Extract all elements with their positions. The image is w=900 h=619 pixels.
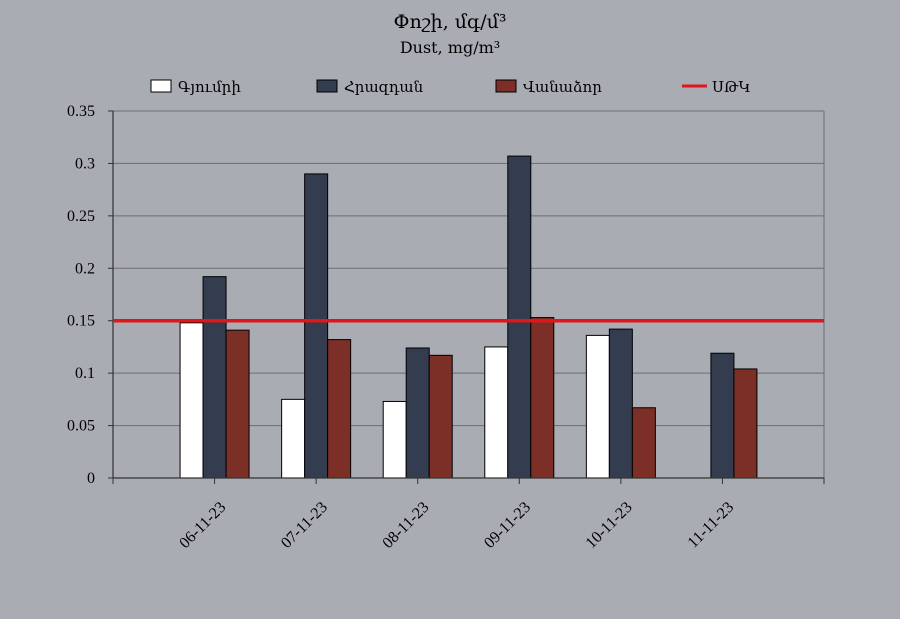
legend-item-vanadzor: Վանաձոր xyxy=(495,78,602,96)
bar xyxy=(428,354,453,479)
legend-label-hrazdan: Հրազդան xyxy=(344,78,424,96)
bar xyxy=(585,334,610,479)
x-tick-label: 11-11-23 xyxy=(685,499,738,552)
bar xyxy=(507,155,532,479)
y-tick-label: 0.25 xyxy=(67,208,95,225)
chart-subtitle: Dust, mg/m³ xyxy=(400,38,500,57)
bar xyxy=(179,322,204,479)
bar xyxy=(327,339,352,479)
legend-swatch-gyumri xyxy=(150,79,172,93)
bar xyxy=(484,346,509,479)
y-tick-label: 0.1 xyxy=(75,365,95,382)
bar xyxy=(225,329,250,479)
legend-label-reference: ՍԹԿ xyxy=(712,78,751,96)
bar xyxy=(710,352,735,479)
legend-swatch-hrazdan xyxy=(316,79,338,93)
x-tick-label: 10-11-23 xyxy=(583,499,636,552)
bar xyxy=(281,398,306,479)
legend-swatch-vanadzor xyxy=(495,79,517,93)
bar xyxy=(382,400,407,479)
legend-label-gyumri: Գյումրի xyxy=(178,78,241,96)
y-tick-label: 0.05 xyxy=(67,418,95,435)
x-tick-label: 09-11-23 xyxy=(481,499,534,552)
y-tick-label: 0.2 xyxy=(75,260,95,277)
bar xyxy=(530,317,555,479)
y-tick-label: 0.15 xyxy=(67,313,95,330)
legend-item-hrazdan: Հրազդան xyxy=(316,78,424,96)
x-tick-label: 08-11-23 xyxy=(379,499,432,552)
y-tick-label: 0.35 xyxy=(67,103,95,120)
bar xyxy=(202,276,227,479)
x-tick-label: 07-11-23 xyxy=(278,499,331,552)
y-tick-label: 0 xyxy=(87,470,95,487)
bar xyxy=(608,328,633,479)
legend-item-reference: ՍԹԿ xyxy=(682,78,751,96)
bar xyxy=(733,368,758,479)
chart-title: Փոշի, մգ/մ³ xyxy=(394,11,507,33)
bar xyxy=(631,407,656,479)
bar xyxy=(405,347,430,479)
bar xyxy=(304,173,329,479)
y-tick-label: 0.3 xyxy=(75,155,95,172)
legend-item-gyumri: Գյումրի xyxy=(150,78,241,96)
legend-label-vanadzor: Վանաձոր xyxy=(523,78,602,96)
legend: Գյումրի Հրազդան Վանաձոր ՍԹԿ xyxy=(150,78,751,96)
plot-area: 0 0.05 0.1 0.15 0.2 0.25 0.3 0.35 06-11-23 07-11-… xyxy=(67,103,825,552)
x-tick-label: 06-11-23 xyxy=(176,499,229,552)
